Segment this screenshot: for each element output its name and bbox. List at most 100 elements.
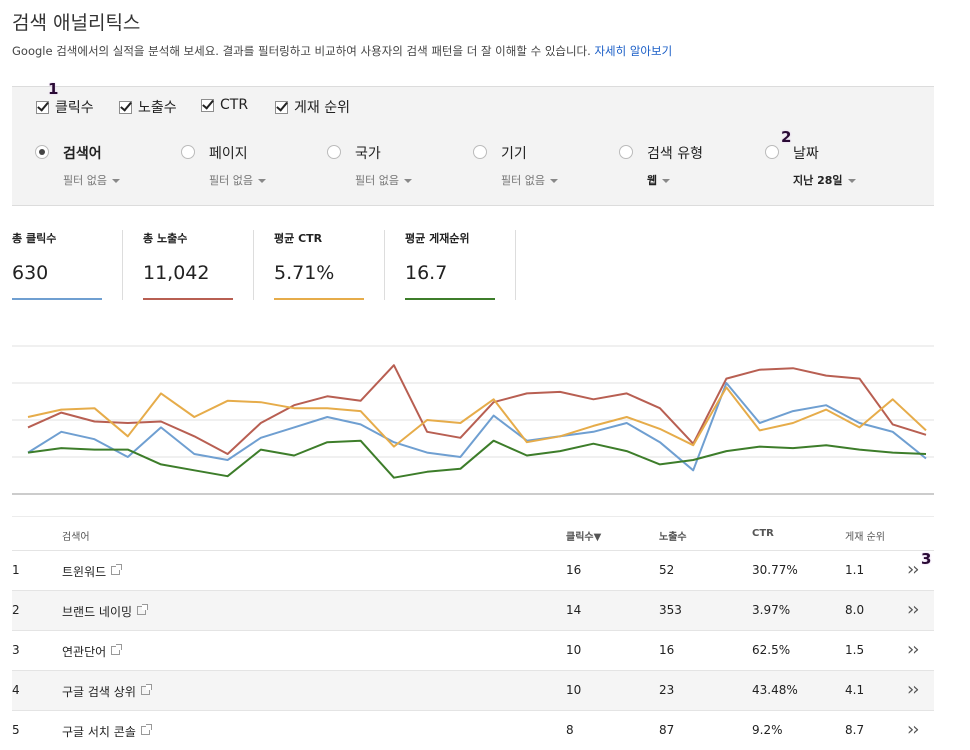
column-header-clicks[interactable]: 클릭수▼ — [566, 532, 602, 543]
row-query[interactable]: 연관단어 — [62, 643, 123, 660]
checkbox-icon[interactable] — [119, 100, 132, 114]
caret-down-icon — [403, 179, 412, 183]
card-divider — [253, 230, 254, 300]
row-position: 8.0 — [845, 603, 865, 617]
summary-card-position[interactable]: 평균 게재순위 16.7 — [405, 230, 495, 300]
card-divider — [515, 230, 516, 300]
chevron-double-right-icon[interactable]: ›› — [907, 639, 919, 660]
radio-icon[interactable] — [765, 145, 779, 159]
filter-dropdown[interactable]: 필터 없음 — [355, 172, 412, 188]
learn-more-link[interactable]: 자세히 알아보기 — [594, 44, 673, 58]
table-row[interactable]: 3 연관단어 10 16 62.5% 1.5 ›› — [12, 630, 934, 670]
row-impressions: 87 — [659, 723, 675, 737]
row-ctr: 3.97% — [752, 603, 791, 617]
row-query[interactable]: 트윈워드 — [62, 563, 123, 580]
external-link-icon[interactable] — [111, 564, 123, 575]
checkbox-icon[interactable] — [201, 98, 214, 112]
metric-label: 노출수 — [138, 100, 177, 116]
summary-label: 평균 게재순위 — [405, 232, 470, 245]
chevron-double-right-icon[interactable]: ›› — [907, 679, 919, 700]
filter-dropdown[interactable]: 필터 없음 — [501, 172, 558, 188]
metric-label: 클릭수 — [55, 100, 94, 116]
chevron-double-right-icon[interactable]: ›› — [907, 599, 919, 620]
radio-icon[interactable] — [181, 145, 195, 159]
row-rank: 4 — [12, 683, 20, 697]
radio-icon[interactable] — [473, 145, 487, 159]
chevron-double-right-icon[interactable]: ›› — [907, 719, 919, 740]
summary-color-line — [12, 298, 102, 300]
checkbox-icon[interactable] — [275, 100, 288, 114]
metric-impressions-checkbox[interactable]: 노출수 — [119, 97, 177, 117]
metric-label: CTR — [220, 97, 249, 113]
filter-dates[interactable]: 날짜 지난 28일 — [765, 143, 856, 188]
filter-label: 기기 — [501, 146, 527, 162]
row-query[interactable]: 브랜드 네이밍 — [62, 603, 149, 620]
summary-card-clicks[interactable]: 총 클릭수 630 — [12, 230, 102, 300]
radio-icon[interactable] — [35, 145, 49, 159]
row-clicks: 14 — [566, 603, 582, 617]
column-header-position[interactable]: 게재 순위 — [845, 532, 885, 543]
metric-ctr-checkbox[interactable]: CTR — [201, 97, 248, 113]
table-row[interactable]: 4 구글 검색 상위 10 23 43.48% 4.1 ›› — [12, 670, 934, 710]
caret-down-icon — [549, 179, 558, 183]
metrics-bar: 클릭수 노출수 CTR 게재 순위 — [12, 86, 934, 128]
external-link-icon[interactable] — [111, 644, 123, 655]
filter-label: 검색어 — [63, 146, 102, 162]
filter-countries[interactable]: 국가 필터 없음 — [327, 143, 412, 188]
row-ctr: 62.5% — [752, 643, 791, 657]
performance-line-chart — [12, 345, 934, 495]
table-row[interactable]: 1 트윈워드 16 52 30.77% 1.1 ›› — [12, 550, 934, 590]
radio-icon[interactable] — [327, 145, 341, 159]
radio-icon[interactable] — [619, 145, 633, 159]
metric-position-checkbox[interactable]: 게재 순위 — [275, 97, 350, 117]
row-impressions: 16 — [659, 643, 675, 657]
table-row[interactable]: 2 브랜드 네이밍 14 353 3.97% 8.0 ›› — [12, 590, 934, 630]
summary-card-impressions[interactable]: 총 노출수 11,042 — [143, 230, 233, 300]
filter-devices[interactable]: 기기 필터 없음 — [473, 143, 558, 188]
series-line-clicks — [27, 382, 927, 472]
checkbox-icon[interactable] — [36, 100, 49, 114]
caret-down-icon — [111, 179, 120, 183]
row-query[interactable]: 구글 서치 콘솔 — [62, 723, 152, 740]
series-line-position — [27, 439, 927, 479]
row-impressions: 353 — [659, 603, 682, 617]
annotation-badge: 3 — [921, 550, 932, 568]
summary-value: 11,042 — [143, 262, 210, 284]
filter-queries[interactable]: 검색어 필터 없음 — [35, 143, 120, 188]
column-header-impressions[interactable]: 노출수 — [659, 532, 687, 543]
row-query[interactable]: 구글 검색 상위 — [62, 683, 152, 700]
filter-label: 날짜 — [793, 146, 819, 162]
external-link-icon[interactable] — [137, 604, 149, 615]
filter-dropdown[interactable]: 필터 없음 — [209, 172, 266, 188]
card-divider — [122, 230, 123, 300]
row-rank: 2 — [12, 603, 20, 617]
page-description: Google 검색에서의 실적을 분석해 보세요. 결과를 필터링하고 비교하여… — [12, 43, 672, 59]
summary-value: 630 — [12, 262, 49, 284]
row-clicks: 8 — [566, 723, 574, 737]
caret-down-icon — [847, 179, 856, 183]
summary-label: 평균 CTR — [274, 232, 323, 245]
external-link-icon[interactable] — [140, 684, 152, 695]
filter-label: 검색 유형 — [647, 146, 703, 162]
summary-card-ctr[interactable]: 평균 CTR 5.71% — [274, 230, 364, 300]
row-position: 4.1 — [845, 683, 865, 697]
filter-pages[interactable]: 페이지 필터 없음 — [181, 143, 266, 188]
external-link-icon[interactable] — [140, 724, 152, 735]
filter-label: 국가 — [355, 146, 381, 162]
metric-clicks-checkbox[interactable]: 클릭수 — [36, 97, 94, 117]
chevron-double-right-icon[interactable]: ›› — [907, 559, 919, 580]
filter-dropdown[interactable]: 웹 — [647, 172, 703, 188]
filter-dropdown[interactable]: 지난 28일 — [793, 172, 856, 188]
column-header-ctr[interactable]: CTR — [752, 528, 774, 539]
filter-dropdown[interactable]: 필터 없음 — [63, 172, 120, 188]
row-impressions: 52 — [659, 563, 675, 577]
table-row[interactable]: 5 구글 서치 콘솔 8 87 9.2% 8.7 ›› — [12, 710, 934, 750]
metric-label: 게재 순위 — [294, 100, 350, 116]
caret-down-icon — [662, 179, 671, 183]
filter-search-type[interactable]: 검색 유형 웹 — [619, 143, 703, 188]
row-position: 1.5 — [845, 643, 865, 657]
card-divider — [384, 230, 385, 300]
summary-color-line — [143, 298, 233, 300]
description-text: Google 검색에서의 실적을 분석해 보세요. 결과를 필터링하고 비교하여… — [12, 44, 591, 58]
summary-color-line — [405, 298, 495, 300]
